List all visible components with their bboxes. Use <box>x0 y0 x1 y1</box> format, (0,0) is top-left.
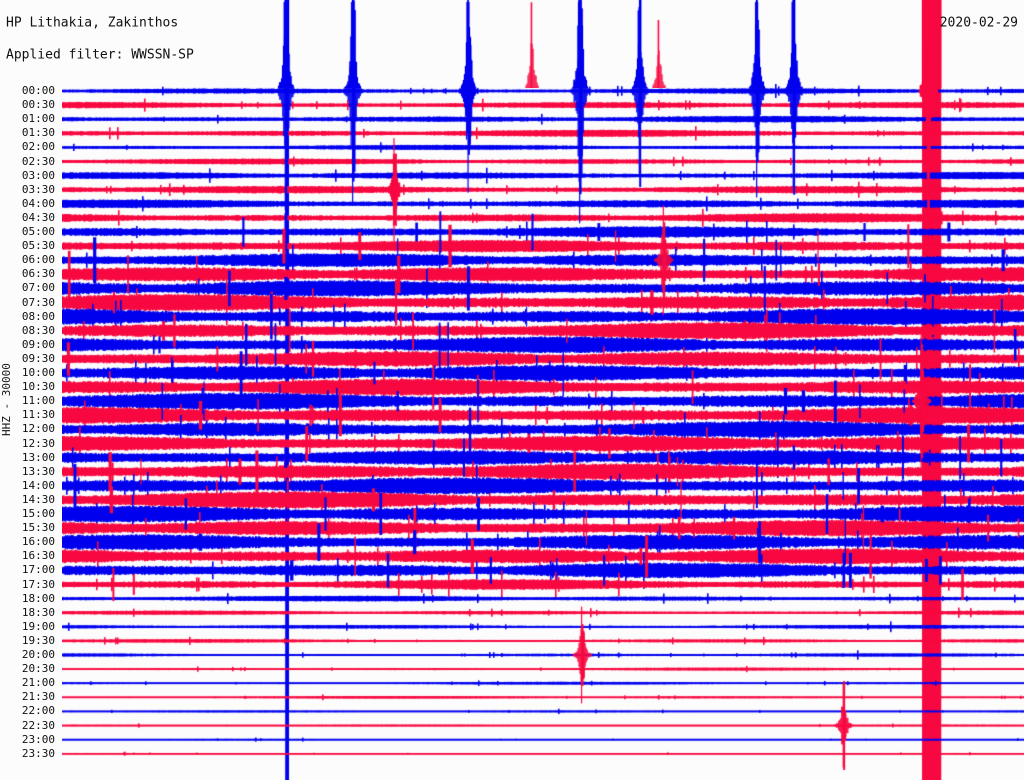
time-tick-label: 23:00 <box>21 732 55 746</box>
time-tick-label: 18:00 <box>21 591 55 605</box>
time-tick-label: 06:00 <box>21 253 55 267</box>
time-tick-label: 22:30 <box>21 718 55 732</box>
time-tick-label: 12:00 <box>21 422 55 436</box>
time-tick-label: 04:00 <box>21 196 55 210</box>
time-tick-label: 02:30 <box>21 154 55 168</box>
time-tick-label: 19:00 <box>21 619 55 633</box>
time-tick-label: 20:30 <box>21 662 55 676</box>
time-tick-label: 16:30 <box>21 549 55 563</box>
time-tick-label: 21:30 <box>21 690 55 704</box>
time-tick-label: 01:30 <box>21 126 55 140</box>
time-tick-label: 08:30 <box>21 323 55 337</box>
overflow-spikes-layer <box>62 0 1024 88</box>
time-tick-label: 15:30 <box>21 521 55 535</box>
trace-area <box>62 0 1024 780</box>
time-tick-label: 09:00 <box>21 337 55 351</box>
overflow-spikes-canvas <box>62 0 1024 88</box>
time-tick-label: 03:30 <box>21 182 55 196</box>
time-tick-label: 13:00 <box>21 450 55 464</box>
time-tick-label: 04:30 <box>21 210 55 224</box>
time-tick-label: 23:30 <box>21 746 55 760</box>
page-title: HP Lithakia, Zakinthos <box>6 15 179 31</box>
time-tick-label: 21:00 <box>21 676 55 690</box>
time-tick-label: 01:00 <box>21 112 55 126</box>
time-tick-label: 14:00 <box>21 478 55 492</box>
time-tick-label: 00:30 <box>21 98 55 112</box>
date-label: 2020-02-29 <box>939 15 1018 31</box>
time-tick-label: 07:00 <box>21 281 55 295</box>
time-tick-label: 10:00 <box>21 366 55 379</box>
time-tick-label: 17:30 <box>21 577 55 591</box>
time-tick-label: 02:00 <box>21 140 55 154</box>
filter-label: Applied filter: WWSSN-SP <box>6 47 194 63</box>
time-tick-label: 22:00 <box>21 704 55 718</box>
time-tick-label: 05:30 <box>21 239 55 253</box>
time-tick-label: 18:30 <box>21 605 55 619</box>
time-tick-label: 15:00 <box>21 507 55 520</box>
time-tick-label: 14:30 <box>21 492 55 506</box>
time-tick-label: 17:00 <box>21 563 55 577</box>
time-tick-label: 07:30 <box>21 295 55 309</box>
time-tick-label: 20:00 <box>21 648 55 661</box>
time-tick-label: 06:30 <box>21 267 55 281</box>
seismogram-canvas <box>62 0 1024 780</box>
time-tick-label: 08:00 <box>21 309 55 323</box>
time-tick-label: 11:30 <box>21 408 55 422</box>
time-tick-label: 11:00 <box>21 394 55 408</box>
time-tick-label: 16:00 <box>21 535 55 549</box>
time-tick-label: 03:00 <box>21 168 55 182</box>
time-tick-label: 10:30 <box>21 380 55 394</box>
time-axis: 00:00 00:30 01:00 01:30 02:00 02:30 03:00 03:30… <box>0 0 58 780</box>
time-tick-label: 12:30 <box>21 436 55 450</box>
time-tick-label: 13:30 <box>21 464 55 478</box>
time-tick-label: 05:00 <box>21 225 55 238</box>
time-tick-label: 00:00 <box>21 84 55 97</box>
time-tick-label: 09:30 <box>21 351 55 365</box>
time-tick-label: 19:30 <box>21 633 55 647</box>
